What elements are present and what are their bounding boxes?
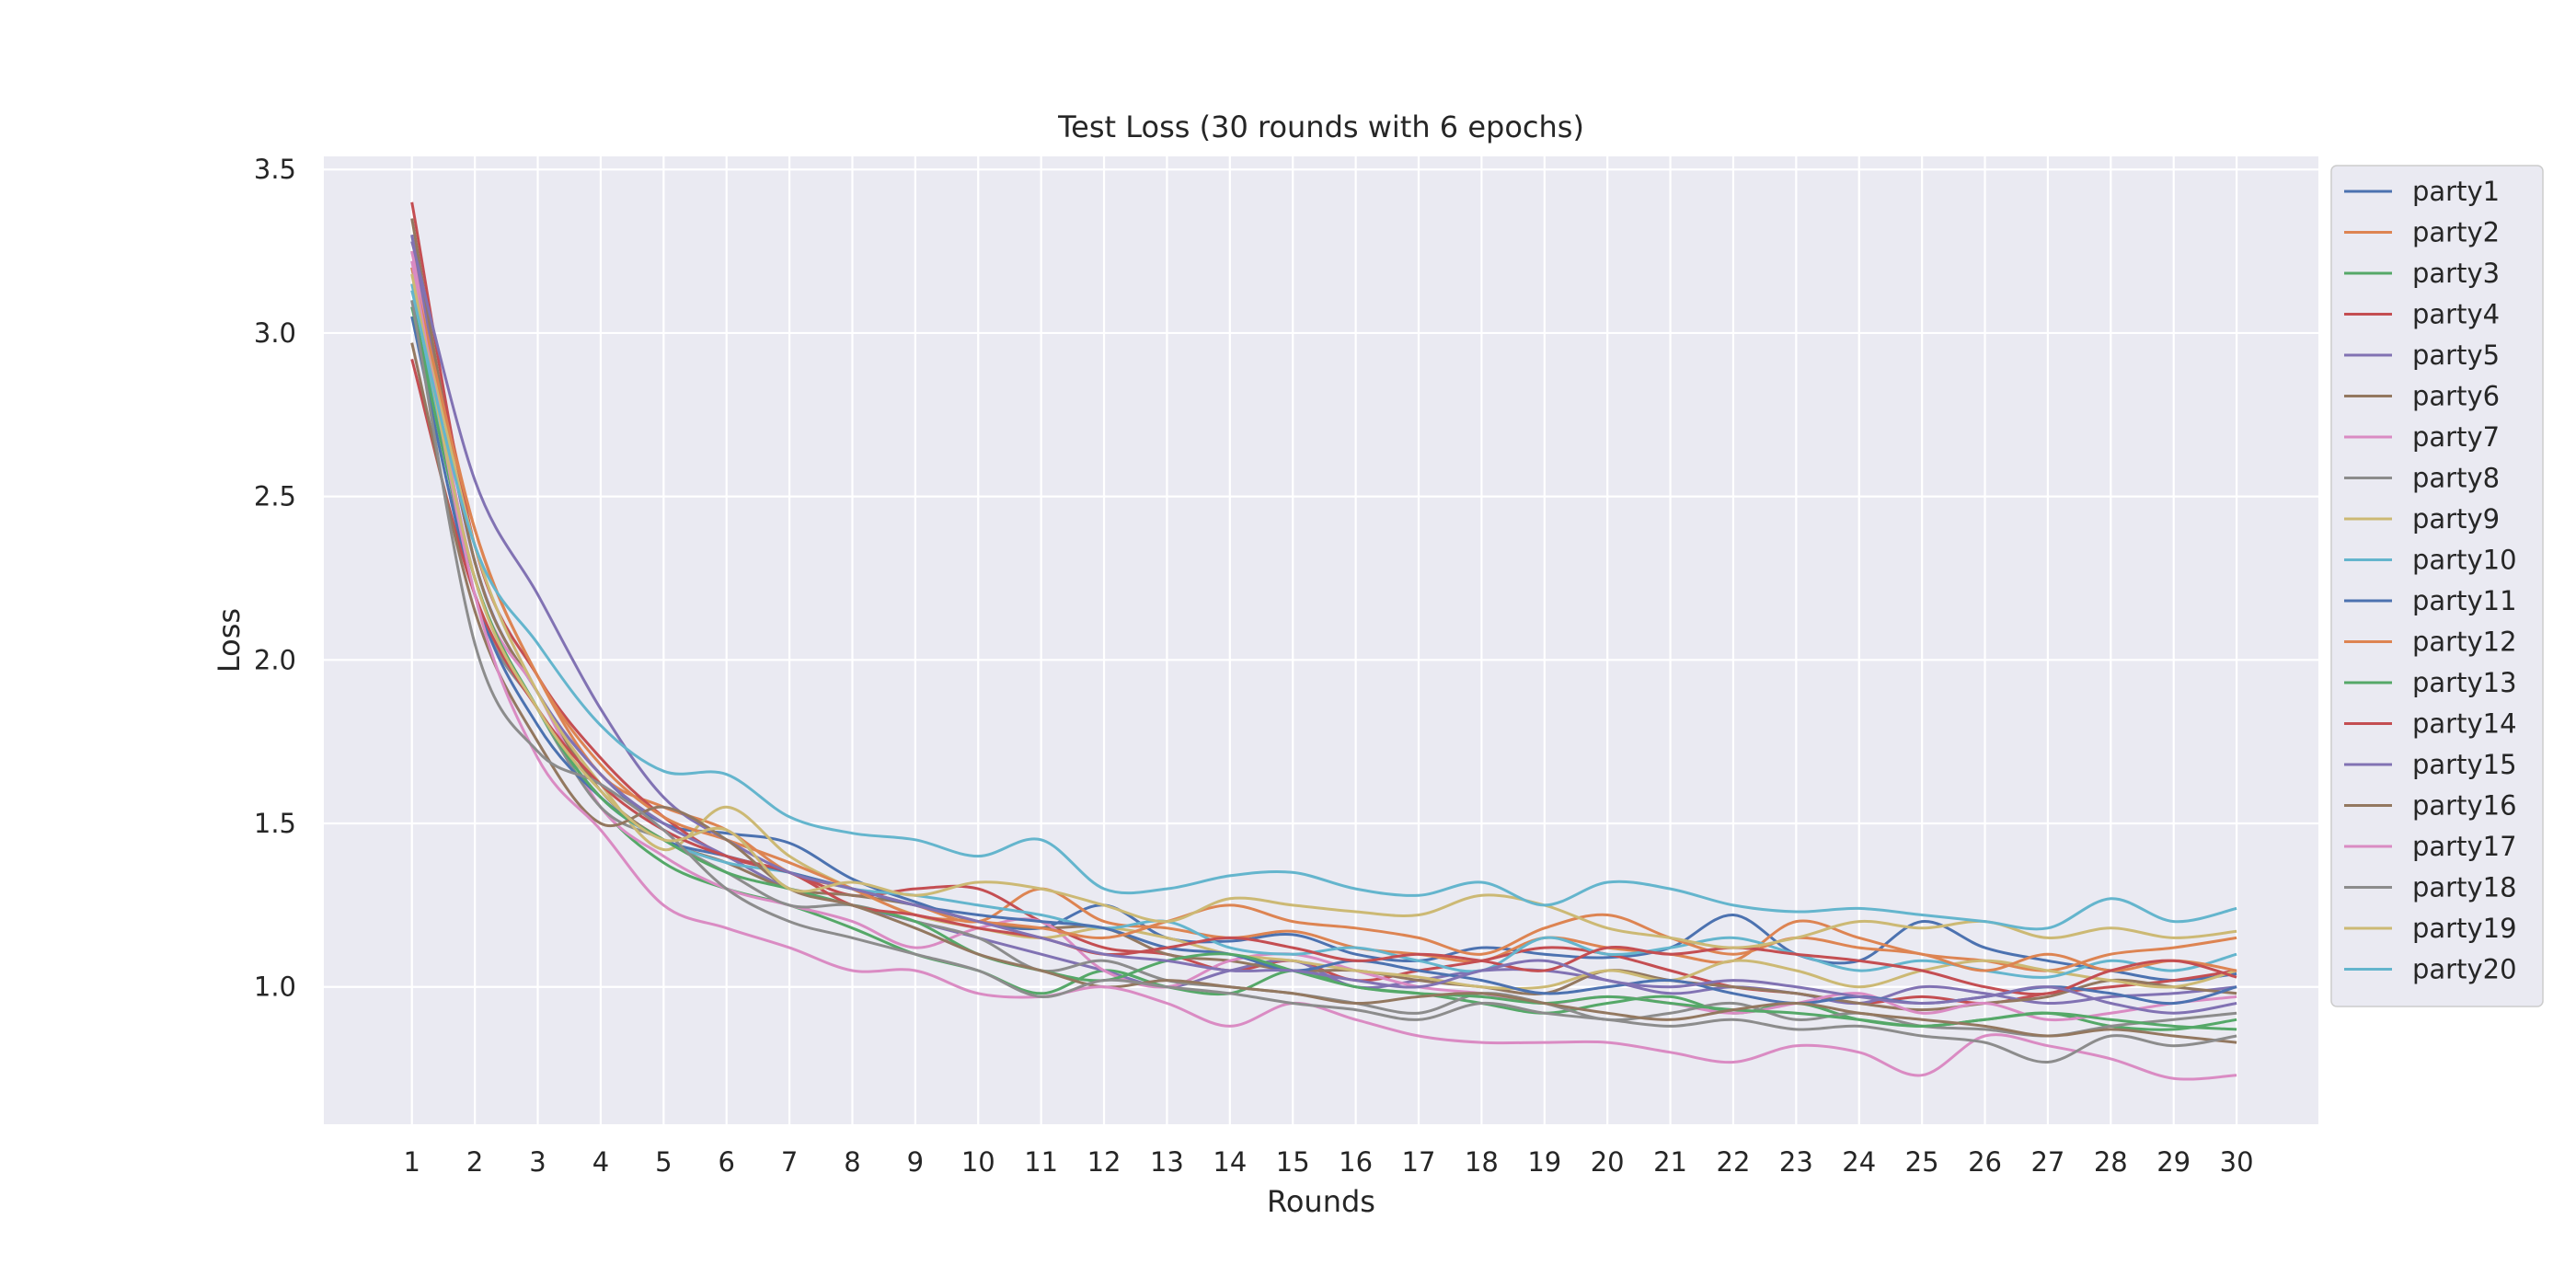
series-line-party19	[410, 273, 2237, 949]
y-tick-label: 1.5	[254, 808, 296, 839]
series-line-party15	[410, 241, 2237, 1015]
legend-label: party4	[2412, 299, 2500, 330]
legend-label: party18	[2412, 872, 2517, 903]
y-tick-label: 2.5	[254, 481, 296, 512]
x-tick-label: 11	[1024, 1146, 1058, 1178]
legend-label: party5	[2412, 339, 2500, 371]
x-tick-label: 10	[961, 1146, 995, 1178]
x-tick-label: 3	[529, 1146, 546, 1178]
x-tick-label: 14	[1213, 1146, 1247, 1178]
x-tick-label: 2	[466, 1146, 483, 1178]
x-tick-label: 13	[1150, 1146, 1184, 1178]
series-line-party20	[410, 290, 2237, 931]
x-tick-label: 28	[2094, 1146, 2128, 1178]
x-tick-label: 22	[1717, 1146, 1751, 1178]
y-tick-label: 1.0	[254, 972, 296, 1003]
x-tick-label: 8	[844, 1146, 860, 1178]
x-tick-label: 29	[2156, 1146, 2191, 1178]
y-axis-label: Loss	[212, 608, 247, 673]
legend-box	[2330, 165, 2544, 1007]
x-tick-label: 27	[2030, 1146, 2064, 1178]
x-tick-label: 15	[1276, 1146, 1310, 1178]
x-tick-label: 18	[1465, 1146, 1499, 1178]
x-tick-label: 20	[1591, 1146, 1625, 1178]
legend-label: party10	[2412, 545, 2517, 576]
series-line-party14	[410, 359, 2237, 996]
x-tick-label: 4	[592, 1146, 609, 1178]
x-tick-label: 24	[1842, 1146, 1876, 1178]
chart-title: Test Loss (30 rounds with 6 epochs)	[1057, 109, 1584, 144]
legend-label: party13	[2412, 667, 2517, 698]
legend-label: party3	[2412, 258, 2500, 289]
plot-area	[324, 156, 2318, 1124]
x-tick-label: 5	[655, 1146, 672, 1178]
x-tick-label: 26	[1968, 1146, 2002, 1178]
legend-label: party9	[2412, 503, 2500, 535]
x-tick-label: 25	[1905, 1146, 1939, 1178]
legend-label: party19	[2412, 913, 2517, 944]
x-tick-label: 16	[1339, 1146, 1373, 1178]
legend-label: party7	[2412, 421, 2500, 453]
grid	[324, 156, 2318, 1124]
legend-label: party1	[2412, 176, 2500, 207]
x-tick-label: 17	[1402, 1146, 1436, 1178]
legend-label: party12	[2412, 627, 2517, 658]
legend-label: party11	[2412, 585, 2517, 616]
x-tick-label: 1	[404, 1146, 420, 1178]
y-tick-label: 3.0	[254, 317, 296, 349]
series-line-party12	[410, 267, 2237, 972]
series-line-party9	[410, 267, 2237, 991]
x-axis-label: Rounds	[1267, 1184, 1375, 1219]
y-axis: 1.0 1.5 2.0 2.5 3.0 3.5	[254, 154, 296, 1003]
x-tick-label: 23	[1779, 1146, 1813, 1178]
legend-label: party17	[2412, 831, 2517, 862]
y-tick-label: 3.5	[254, 154, 296, 185]
x-tick-label: 6	[718, 1146, 734, 1178]
x-tick-label: 7	[781, 1146, 798, 1178]
series-line-party5	[410, 235, 2237, 1006]
y-tick-label: 2.0	[254, 644, 296, 675]
x-tick-label: 21	[1653, 1146, 1687, 1178]
legend-label: party8	[2412, 463, 2500, 494]
legend: party1 party2 party3 party4 party5 party6 part…	[2330, 165, 2544, 1007]
legend-label: party20	[2412, 954, 2517, 985]
series-line-party17	[410, 260, 2237, 1081]
x-axis: 1 2 3 4 5 6 7 8 9 10 11 12 13 14 15 16 17 18 19 20 21 22 23 24 2…	[404, 1146, 2254, 1178]
x-tick-label: 9	[907, 1146, 924, 1178]
series-line-party4	[410, 201, 2237, 1006]
legend-label: party14	[2412, 708, 2517, 740]
series-line-party18	[410, 300, 2237, 1064]
legend-label: party16	[2412, 790, 2517, 822]
legend-label: party2	[2412, 217, 2500, 248]
series-line-party16	[410, 342, 2237, 1044]
x-tick-label: 19	[1527, 1146, 1561, 1178]
x-tick-label: 12	[1087, 1146, 1121, 1178]
x-tick-label: 30	[2220, 1146, 2254, 1178]
legend-label: party15	[2412, 749, 2517, 780]
series-lines	[410, 201, 2237, 1081]
legend-label: party6	[2412, 381, 2500, 412]
